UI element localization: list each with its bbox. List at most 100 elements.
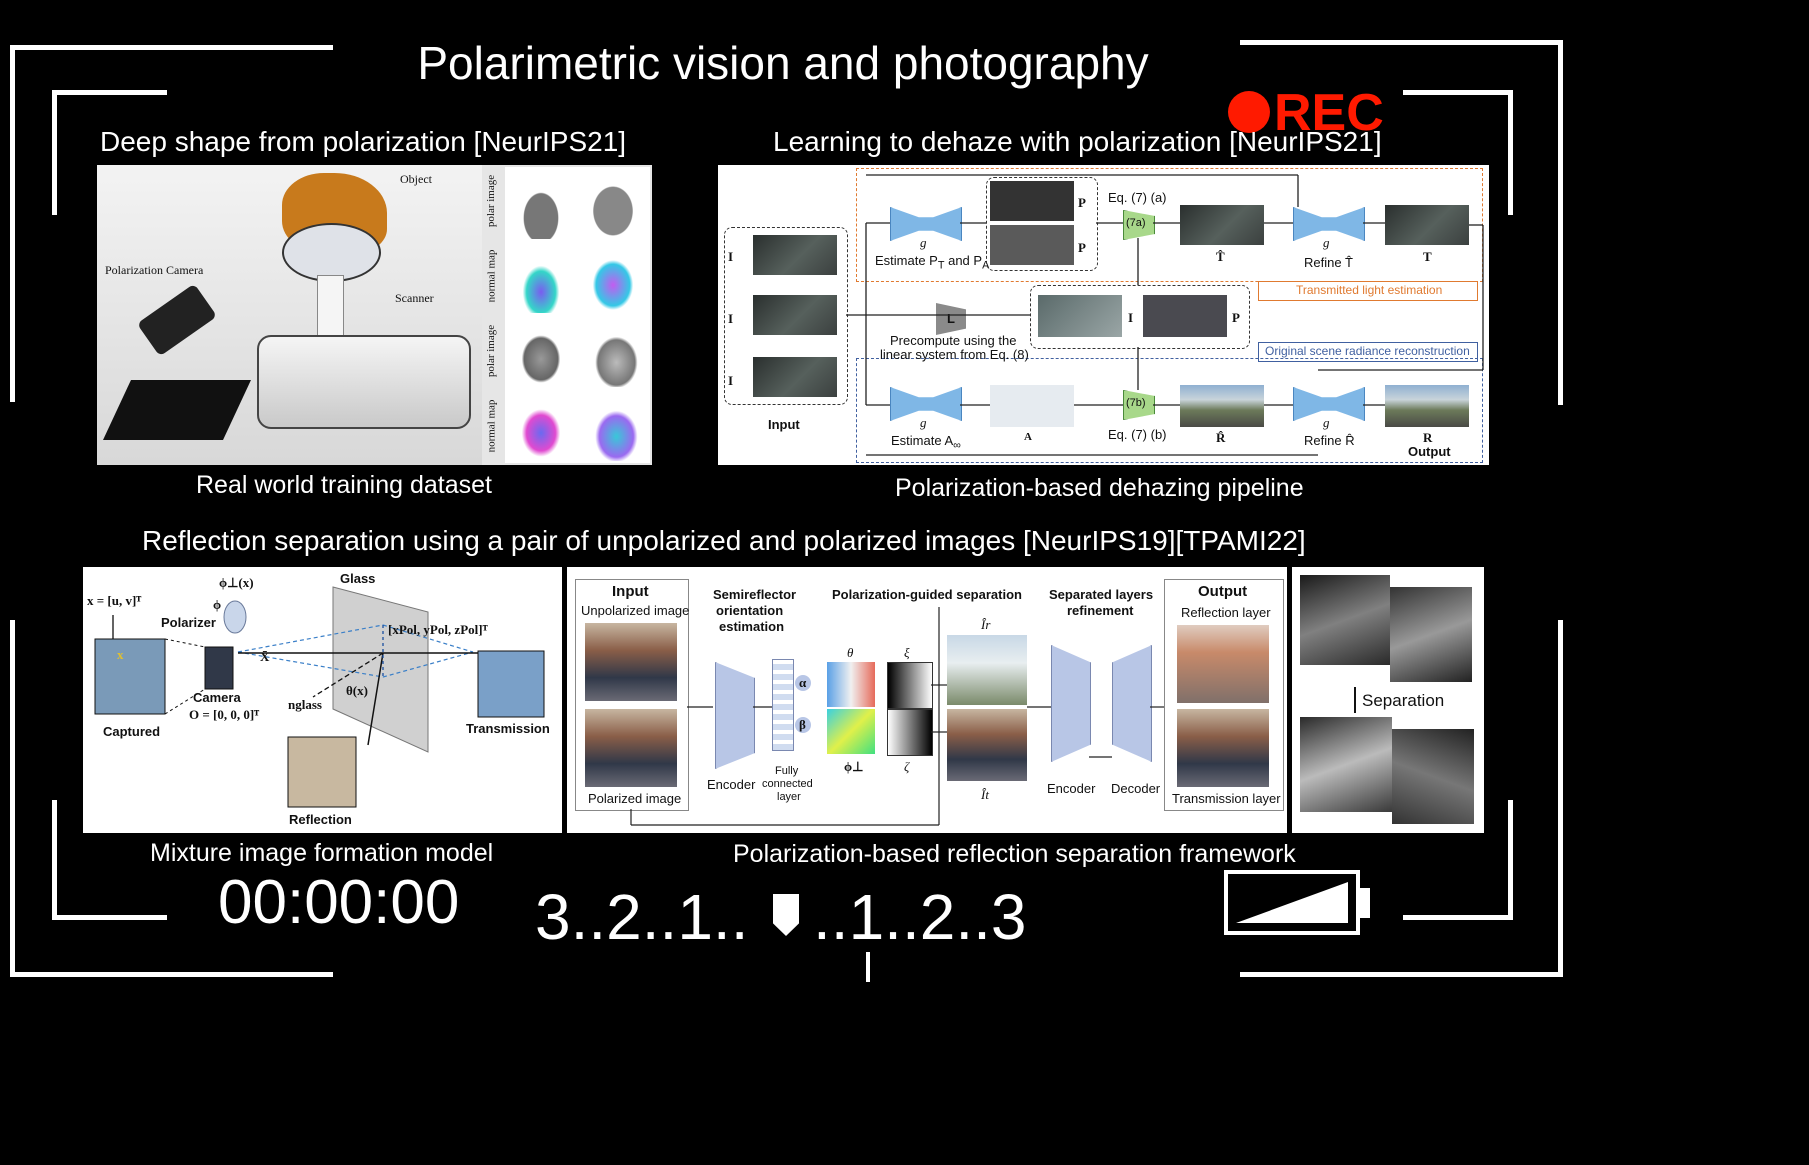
- t-label: T: [1423, 249, 1432, 264]
- captured-label: Captured: [103, 724, 161, 739]
- layer-label: layer: [777, 791, 801, 803]
- section-heading-reflection: Reflection separation using a pair of un…: [142, 525, 1306, 556]
- x-bar-label: X̄: [260, 649, 270, 664]
- rec-label: REC: [1274, 84, 1384, 142]
- polarized-label: Polarized image: [588, 791, 682, 806]
- estimate-a-label: Estimate A∞: [891, 433, 961, 452]
- refine-t-label: Refine T̂: [1304, 255, 1353, 270]
- encoder-label: Encoder: [707, 777, 756, 792]
- battery-tip: [1360, 888, 1370, 918]
- frame-corner-bottom-right-outer: [1240, 620, 1563, 977]
- refine-encoder-label: Encoder: [1047, 781, 1096, 796]
- pa-image: [990, 225, 1074, 265]
- bunny-polar-2: [579, 317, 647, 387]
- output-frame: [1164, 579, 1284, 811]
- r-hat-image: [1180, 385, 1264, 427]
- input-label: Input: [768, 417, 800, 432]
- pt-label: P: [1078, 195, 1086, 210]
- framework-connectors: [630, 607, 1164, 826]
- it-label: Ît: [981, 787, 989, 802]
- rec-dot-icon: [1228, 91, 1270, 133]
- a-inf-image: [990, 385, 1074, 427]
- x-mark-label: x: [117, 647, 124, 662]
- fully-label: Fully: [775, 765, 799, 777]
- vase-normal-2: [579, 243, 647, 313]
- xi-label: ξ: [904, 645, 910, 660]
- row-label-normal-1: normal map: [485, 249, 498, 303]
- box-7a-label: (7a): [1126, 217, 1146, 229]
- battery-icon: [1224, 870, 1360, 935]
- reflection-layer-image: [1177, 625, 1269, 703]
- fc-layer: [772, 659, 794, 751]
- ir-label: Îr: [981, 617, 991, 632]
- dehaze-connectors: [846, 174, 1484, 456]
- separation-output-back: [1392, 729, 1474, 824]
- r-label: R: [1423, 430, 1433, 445]
- mixture-model-figure: x = [u, v]ᵀ ϕ⊥(x) ϕ Polarizer Glass [xPo…: [83, 567, 562, 833]
- alpha-label: α: [799, 675, 807, 690]
- timecode: 00:00:00: [218, 868, 460, 937]
- vase-polar-2: [579, 169, 647, 239]
- separation-input-back: [1390, 587, 1472, 682]
- polarizer-label: Polarizer: [161, 615, 216, 630]
- i-p-group: [1030, 285, 1250, 349]
- a-inf-sub: ∞: [953, 439, 961, 452]
- t-hat-label: T̂: [1216, 249, 1225, 264]
- xpol-label: [xPol, yPol, zPol]ᵀ: [388, 622, 488, 637]
- g1-label: g: [920, 235, 927, 250]
- glass-label: Glass: [340, 571, 376, 586]
- and-text: and P: [944, 253, 983, 268]
- refine-decoder-label: Decoder: [1111, 781, 1161, 796]
- fw-input-label: Input: [612, 583, 649, 600]
- output-image: [1385, 385, 1469, 427]
- transmitted-box: [1258, 281, 1478, 301]
- caption-mixture: Mixture image formation model: [150, 839, 494, 867]
- separated-label: Separated layers: [1049, 587, 1154, 602]
- transmitted-label: Transmitted light estimation: [1296, 283, 1443, 297]
- refinement-label: refinement: [1067, 603, 1134, 618]
- encoder-block: [715, 662, 755, 769]
- zeta-map: [887, 709, 933, 756]
- row-label-polar-2: polar image: [485, 324, 498, 378]
- phi-map: [827, 709, 875, 754]
- caption-dehaze: Polarization-based dehazing pipeline: [895, 474, 1304, 502]
- phi-perp-label: ϕ⊥(x): [219, 575, 254, 590]
- alpha-node: [795, 675, 811, 691]
- shape-dataset-figure: Object Polarization Camera Scanner polar…: [97, 165, 652, 465]
- polarized-image: [585, 709, 677, 787]
- box-7b-label: (7b): [1126, 397, 1146, 409]
- caption-shape: Real world training dataset: [196, 471, 492, 499]
- eq7b-label: Eq. (7) (b): [1108, 427, 1167, 442]
- down-arrow-icon: [1354, 687, 1356, 713]
- p-label: P: [1232, 310, 1240, 325]
- row-label-polar-1: polar image: [485, 174, 498, 228]
- frame-corner-bottom-right-inner: [1403, 800, 1513, 920]
- camera-base: [103, 380, 251, 440]
- input-frame: [575, 579, 689, 811]
- separation-framework-figure: Input Unpolarized image Polarized image …: [567, 567, 1287, 833]
- camera-body: [136, 283, 218, 357]
- separation-label: Separation: [1362, 691, 1445, 710]
- g3-label: g: [920, 415, 927, 430]
- input-image-1: [753, 235, 837, 275]
- p-image: [1143, 295, 1227, 337]
- refine-r-label: Refine R̂: [1304, 433, 1355, 448]
- frame-corner-top-right-inner: [1403, 90, 1513, 215]
- capture-rig-photo: Object Polarization Camera Scanner: [97, 165, 482, 465]
- countdown-before: 3..2..1..: [535, 881, 749, 953]
- separation-output-front: [1300, 717, 1392, 812]
- pt-sub: T: [937, 259, 945, 272]
- battery-level-fill: [1236, 882, 1348, 923]
- section-heading-shape: Deep shape from polarization [NeurIPS21]: [100, 126, 627, 157]
- guided-label: Polarization-guided separation: [832, 587, 1022, 602]
- transmission-label: Transmission: [466, 721, 550, 736]
- beta-node: [795, 717, 811, 733]
- theta-label: θ(x): [346, 683, 368, 698]
- camera-label: Camera: [193, 690, 241, 705]
- i-image: [1038, 295, 1122, 337]
- page-title: Polarimetric vision and photography: [417, 37, 1149, 89]
- precompute-label: Precompute using the: [890, 333, 1017, 348]
- turntable: [282, 223, 381, 282]
- input-i2: I: [728, 311, 734, 326]
- separation-input-front: [1300, 575, 1390, 665]
